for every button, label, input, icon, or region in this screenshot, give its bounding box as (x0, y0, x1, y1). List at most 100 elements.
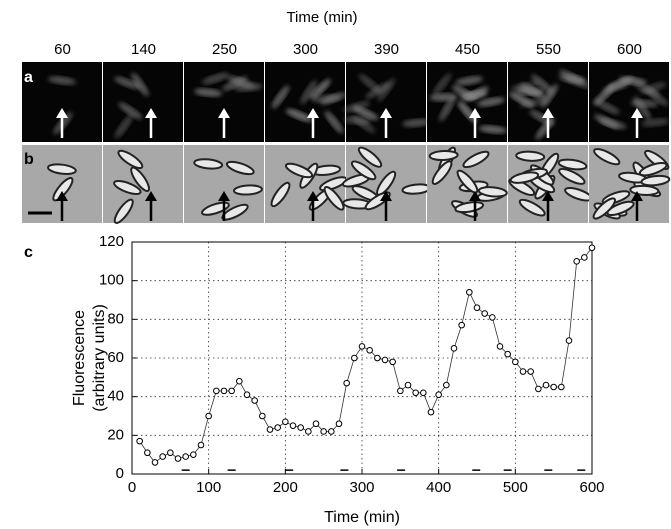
cell-fluor (285, 108, 313, 122)
cell-fluor (365, 82, 390, 99)
data-point (381, 356, 389, 364)
cell-fluor (558, 74, 587, 84)
cell-fluor (377, 78, 396, 102)
cell-phase (201, 201, 230, 216)
cell-phase (518, 198, 546, 217)
cell-phase (113, 180, 142, 195)
data-point (573, 258, 580, 265)
cell-fluor (402, 118, 431, 128)
cell-phase (193, 158, 224, 170)
y-axis-label: Fluorescence (71, 310, 88, 406)
x-axis-label: Time (min) (324, 509, 400, 526)
data-point (167, 449, 174, 457)
cell-fluor (226, 75, 254, 88)
data-point (427, 408, 435, 416)
cell-fluor (352, 106, 379, 120)
cell-fluor (118, 102, 143, 120)
x-tick-label: 400 (426, 479, 451, 496)
time-label: 300 (293, 41, 318, 58)
cell-fluor (324, 110, 344, 134)
cell-fluor (194, 88, 223, 97)
time-label: 390 (374, 41, 399, 58)
data-point (159, 453, 166, 460)
data-point (335, 420, 343, 428)
cell-phase (509, 171, 540, 184)
cell-phase (477, 186, 508, 198)
cell-fluor (599, 118, 627, 130)
cell-phase (117, 149, 144, 170)
cell-fluor (114, 76, 141, 90)
data-point (190, 451, 197, 458)
data-point (297, 424, 304, 431)
plot-frame (131, 241, 593, 475)
data-point (351, 354, 358, 362)
data-point (312, 420, 320, 428)
cell-fluor (455, 76, 484, 86)
cell-fluor (478, 125, 507, 134)
data-point (328, 428, 335, 435)
cell-phase (428, 149, 459, 162)
data-point (343, 379, 350, 387)
data-point (174, 455, 182, 462)
cell-fluor (114, 115, 133, 139)
cell-fluor (48, 76, 76, 85)
data-point (581, 254, 588, 261)
arrow-head (56, 108, 68, 118)
data-point (435, 391, 442, 399)
cell-fluor (630, 99, 659, 108)
data-point (374, 354, 381, 362)
cell-phase (593, 148, 621, 166)
y-tick-label: 120 (99, 233, 124, 250)
cell-fluor (619, 76, 647, 86)
cell-fluor (459, 90, 488, 100)
arrow-head (145, 108, 157, 118)
data-point (259, 412, 266, 420)
data-point (243, 391, 251, 399)
x-tick-label: 0 (128, 479, 136, 496)
cell-fluor (510, 81, 539, 92)
arrow-head (307, 191, 319, 201)
cell-phase (270, 181, 291, 208)
data-point (320, 428, 327, 435)
cell-phase (130, 166, 150, 193)
cell-fluor (343, 116, 372, 125)
data-point (366, 346, 373, 354)
data-point (535, 385, 542, 393)
cell-phase (52, 177, 74, 202)
data-point (588, 244, 596, 252)
time-label: 250 (212, 41, 237, 58)
y-tick-label: 80 (107, 310, 124, 327)
data-point (266, 426, 274, 433)
data-point (558, 383, 565, 391)
arrow-head (469, 191, 481, 201)
data-point (305, 428, 312, 435)
data-point (489, 314, 496, 321)
data-point (228, 387, 235, 395)
data-point (282, 418, 289, 426)
cell-phase (606, 200, 635, 216)
data-point (404, 381, 412, 389)
y-tick-label: 40 (107, 388, 124, 405)
cell-phase (515, 150, 546, 162)
y-tick-label: 20 (107, 426, 124, 443)
cell-phase (221, 203, 249, 221)
time-label: 450 (455, 41, 480, 58)
y-tick-label: 100 (99, 272, 124, 289)
data-point (236, 377, 243, 385)
data-point (220, 387, 228, 395)
cell-phase (284, 162, 314, 179)
data-point (565, 337, 573, 344)
y-axis-label: (arbitrary units) (91, 304, 108, 412)
data-point (504, 350, 511, 358)
cell-fluor (639, 82, 667, 94)
cell-phase (47, 163, 77, 175)
cell-fluor (131, 72, 149, 97)
data-point (466, 288, 473, 296)
time-label: 60 (54, 41, 71, 58)
data-point (443, 381, 450, 389)
arrow-head (380, 191, 392, 201)
cell-fluor (641, 118, 670, 127)
cell-fluor (509, 91, 535, 108)
cell-phase (431, 160, 453, 185)
